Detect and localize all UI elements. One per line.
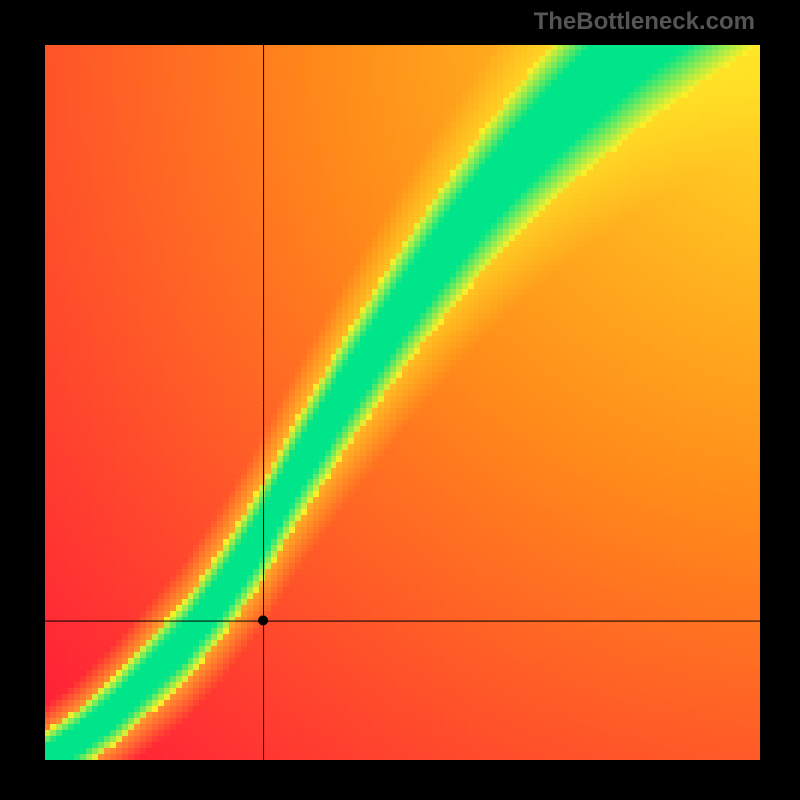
bottleneck-heatmap-chart: [45, 45, 760, 760]
heatmap-canvas: [45, 45, 760, 760]
watermark-text: TheBottleneck.com: [534, 8, 755, 36]
